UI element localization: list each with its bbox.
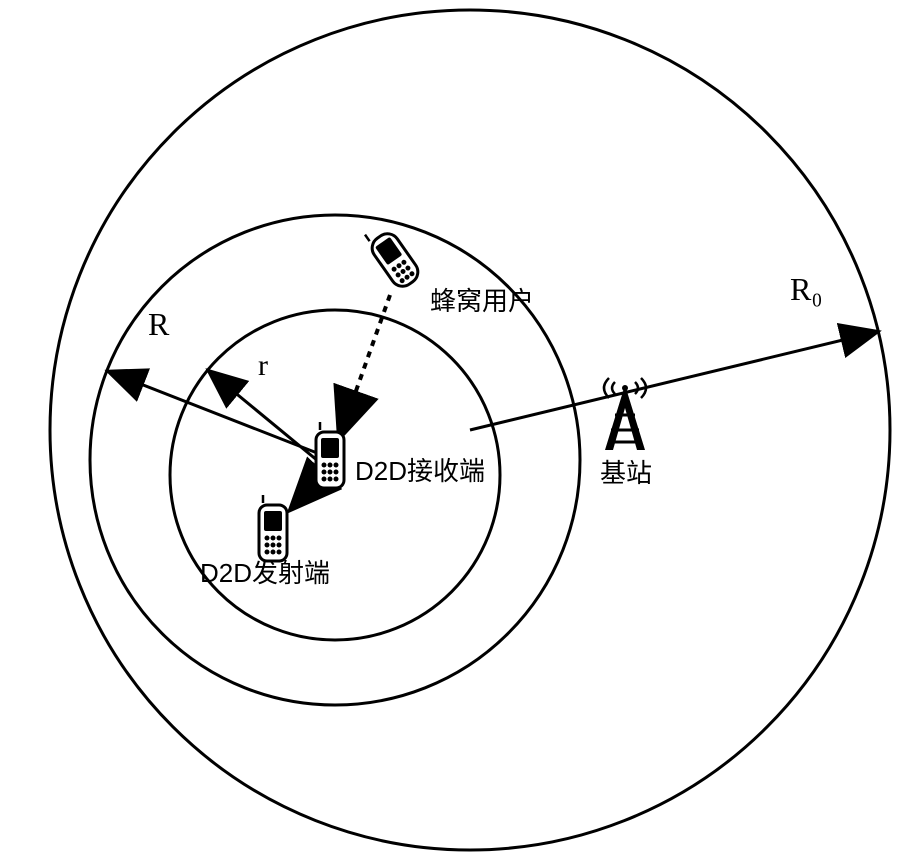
circle-middle: [90, 215, 580, 705]
phone-icon-cellular: [362, 221, 423, 291]
label-r: r: [258, 349, 268, 382]
diagram-svg: R₀ R r 蜂窝用户 D2D接收端 D2D发射端 基站: [0, 0, 923, 865]
circle-inner: [170, 310, 500, 640]
label-base-station: 基站: [600, 458, 652, 488]
phone-icon-receiver: [316, 422, 344, 488]
label-d2d-transmitter: D2D发射端: [200, 558, 330, 588]
arrow-R: [110, 372, 335, 460]
label-cellular-user: 蜂窝用户: [430, 286, 534, 316]
label-d2d-receiver: D2D接收端: [355, 456, 485, 486]
edge-receiver-to-transmitter: [292, 480, 318, 508]
edge-cellular-to-receiver: [340, 295, 390, 436]
arrow-R0: [470, 332, 876, 430]
phone-icon-transmitter: [259, 495, 287, 561]
circle-outer: [50, 10, 890, 850]
label-R0: R₀: [790, 271, 823, 307]
diagram-container: R₀ R r 蜂窝用户 D2D接收端 D2D发射端 基站: [0, 0, 923, 865]
tower-icon: [604, 378, 646, 450]
label-R: R: [148, 306, 170, 342]
arrow-r: [210, 372, 335, 475]
